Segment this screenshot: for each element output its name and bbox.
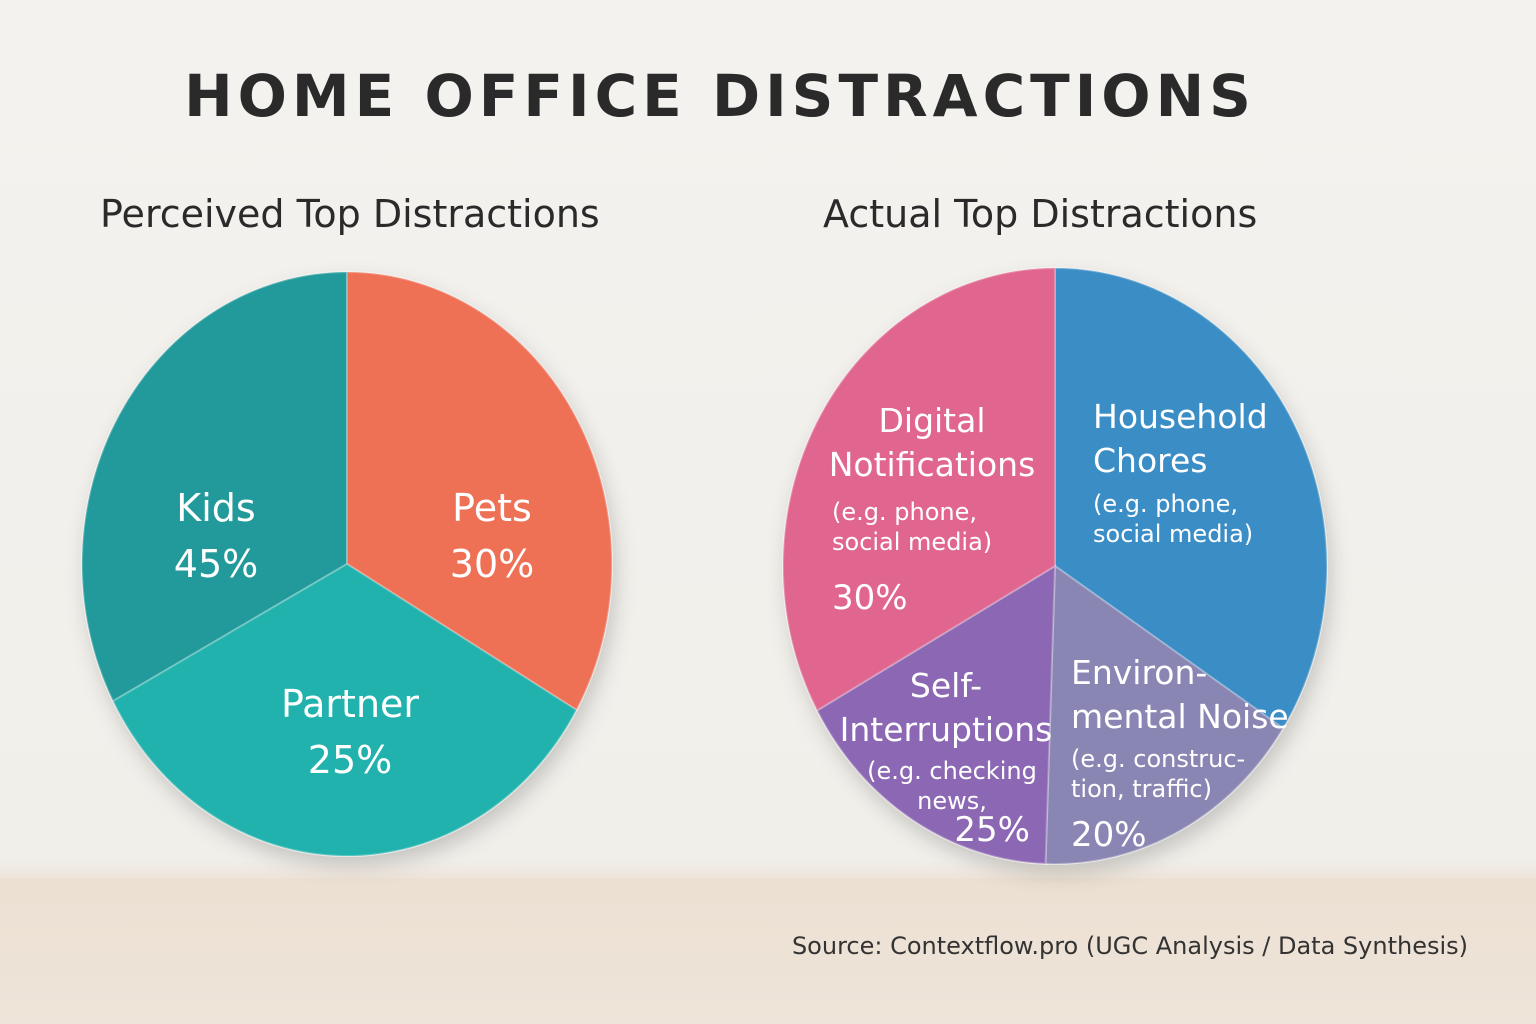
- slice-sublabel-environ-mental-noise-line1: (e.g. construc-: [1071, 745, 1245, 773]
- slice-label-household-chores-line1: Household: [1093, 397, 1268, 436]
- slice-sublabel-digital-notifications-line2: social media): [832, 528, 992, 556]
- slice-label-digital-notifications-line2: Notifications: [829, 445, 1036, 484]
- slice-label-environ-mental-noise-line2: mental Noise: [1071, 697, 1289, 736]
- slice-kids: [111, 562, 578, 857]
- floor-band: [0, 878, 1536, 1024]
- actual-pie: [782, 266, 1328, 865]
- slice-value-environ-mental-noise: 20%: [1071, 815, 1147, 855]
- slice-sublabel-self-interruptions-line1: (e.g. checking: [867, 757, 1037, 785]
- actual-chart-title: Actual Top Distractions: [823, 192, 1258, 236]
- slice-sublabel-digital-notifications-line1: (e.g. phone,: [832, 498, 977, 526]
- perceived-chart-title: Perceived Top Distractions: [100, 192, 600, 236]
- slice-value-kids: 45%: [174, 542, 258, 586]
- slice-digital-notifications: [782, 266, 1056, 712]
- source-note: Source: Contextflow.pro (UGC Analysis / …: [791, 932, 1468, 960]
- slice-label-pets: Pets: [452, 486, 532, 530]
- slice-value-pets: 30%: [450, 542, 534, 586]
- slice-environ-mental-noise: [1044, 564, 1285, 865]
- slice-sublabel-household-chores-line2: social media): [1093, 520, 1253, 548]
- slice-value-partner: 25%: [308, 738, 392, 782]
- slice-label-kids: Kids: [176, 486, 255, 530]
- slice-self-interruptions: [815, 564, 1057, 865]
- slice-label-environ-mental-noise-line1: Environ-: [1071, 653, 1207, 692]
- slice-label-partner: Partner: [281, 682, 419, 726]
- slice-sublabel-environ-mental-noise-line2: tion, traffic): [1071, 775, 1212, 803]
- slice-value-digital-notifications: 30%: [832, 578, 908, 618]
- slice-sublabel-self-interruptions-line2: news,: [917, 787, 987, 815]
- slice-label-self-interruptions-line2: Interruptions: [840, 710, 1053, 749]
- slice-sublabel-household-chores-line1: (e.g. phone,: [1093, 490, 1238, 518]
- slice-value-self-interruptions: 25%: [954, 810, 1030, 850]
- slice-label-digital-notifications-line1: Digital: [878, 401, 985, 440]
- page-title: HOME OFFICE DISTRACTIONS: [184, 62, 1256, 130]
- slice-pets: [80, 270, 348, 703]
- slice-partner: [346, 270, 613, 712]
- slice-label-self-interruptions-line1: Self-: [910, 666, 982, 705]
- perceived-pie: [80, 270, 613, 857]
- slice-label-household-chores-line2: Chores: [1093, 441, 1208, 480]
- perceived-pie-labels: Kids 45% Pets 30% Partner 25%: [174, 486, 534, 782]
